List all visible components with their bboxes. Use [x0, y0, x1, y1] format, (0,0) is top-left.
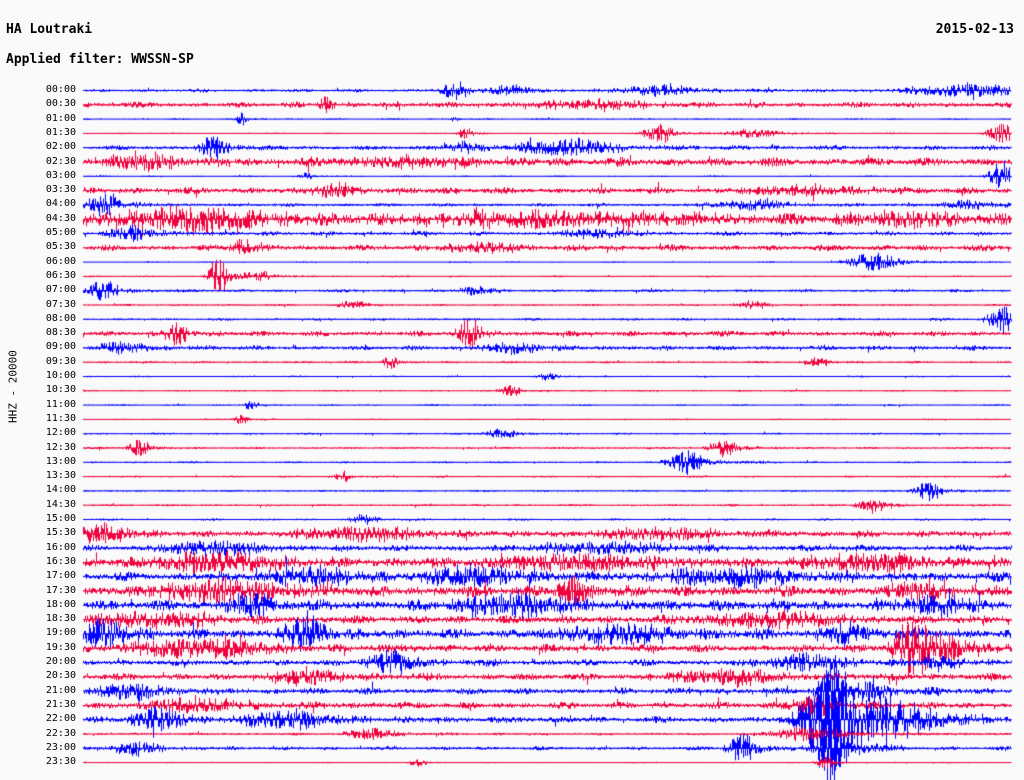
time-tick-label: 02:30	[45, 155, 76, 167]
time-tick-label: 05:00	[45, 227, 76, 238]
time-tick-label: 08:30	[45, 327, 76, 339]
station-name: HA Loutraki	[6, 22, 93, 37]
time-tick-label: 04:30	[45, 212, 76, 224]
time-axis-ticks: 00:00 00:30 01:00 01:30 02:00 02:30 03:00 03:30…	[0, 0, 76, 780]
time-tick-label: 10:30	[45, 384, 76, 396]
time-tick-label: 00:30	[45, 98, 76, 110]
time-tick-label: 22:30	[45, 727, 76, 739]
time-tick-label: 11:30	[45, 412, 76, 424]
time-tick-label: 12:00	[45, 427, 76, 439]
time-tick-label: 16:00	[45, 541, 76, 553]
time-tick-label: 16:30	[45, 555, 76, 567]
time-tick-label: 23:00	[45, 741, 76, 753]
time-tick-label: 13:00	[45, 455, 76, 467]
time-tick-label: 08:00	[45, 312, 76, 324]
time-tick-label: 17:30	[45, 584, 76, 596]
time-tick-label: 17:00	[45, 570, 76, 582]
time-tick-label: 09:30	[45, 355, 76, 367]
time-tick-label: 03:00	[45, 169, 76, 181]
time-tick-label: 07:00	[45, 284, 76, 296]
applied-filter-label: Applied filter: WWSSN-SP	[6, 52, 194, 67]
time-tick-label: 11:00	[45, 398, 76, 410]
time-tick-label: 14:00	[45, 484, 76, 496]
time-tick-label: 21:00	[45, 684, 76, 696]
time-tick-label: 01:00	[45, 112, 76, 124]
time-tick-label: 06:00	[45, 255, 76, 267]
time-tick-label: 22:00	[45, 713, 76, 725]
time-tick-label: 06:30	[45, 269, 76, 281]
time-tick-label: 19:30	[45, 641, 76, 653]
time-tick-label: 04:00	[45, 198, 76, 210]
time-tick-label: 20:00	[45, 656, 76, 667]
time-tick-label: 10:00	[45, 370, 76, 381]
time-tick-label: 19:00	[45, 627, 76, 639]
time-tick-label: 02:00	[45, 141, 76, 153]
time-tick-label: 20:30	[45, 670, 76, 682]
time-tick-label: 23:30	[45, 756, 76, 768]
time-tick-label: 00:00	[45, 84, 76, 95]
time-tick-label: 14:30	[45, 498, 76, 510]
time-tick-label: 15:30	[45, 527, 76, 539]
time-tick-label: 09:00	[45, 341, 76, 353]
time-tick-label: 13:30	[45, 470, 76, 482]
time-tick-label: 01:30	[45, 126, 76, 138]
time-tick-label: 05:30	[45, 241, 76, 253]
time-tick-label: 03:30	[45, 184, 76, 196]
time-tick-label: 07:30	[45, 298, 76, 310]
time-tick-label: 18:30	[45, 613, 76, 625]
record-date: 2015-02-13	[935, 22, 1014, 37]
time-tick-label: 21:30	[45, 698, 76, 710]
time-tick-label: 12:30	[45, 441, 76, 453]
time-tick-label: 15:00	[45, 513, 76, 524]
time-tick-label: 18:00	[45, 598, 76, 610]
